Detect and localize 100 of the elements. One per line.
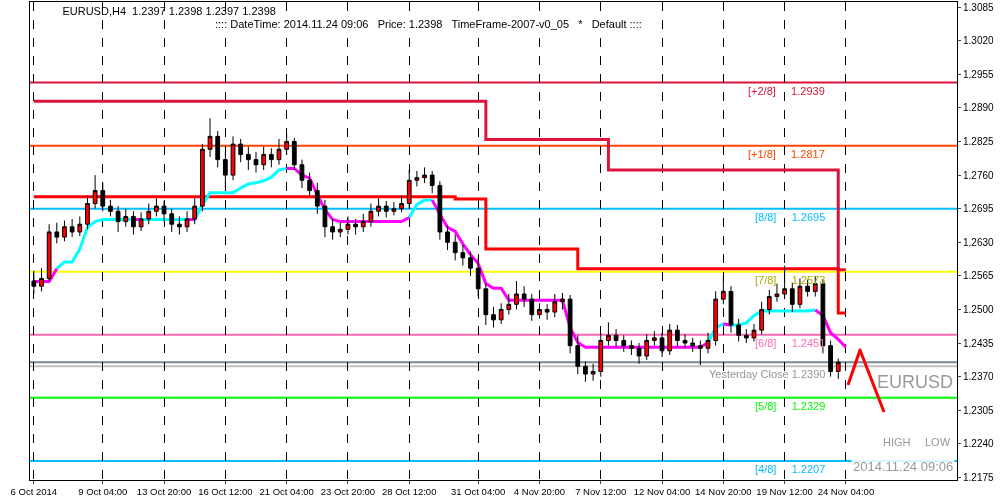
ref-line-label: [+2/8] 1.2939 <box>748 85 825 97</box>
candlestick <box>322 199 328 238</box>
y-tick-label: 1.2305 <box>963 404 995 416</box>
candlestick <box>391 201 397 216</box>
candlestick <box>751 323 757 343</box>
candlestick <box>276 138 282 166</box>
candlestick <box>498 302 504 325</box>
candlestick <box>245 146 251 171</box>
candlestick <box>544 303 550 321</box>
candlestick <box>238 138 244 163</box>
candlestick <box>230 135 236 181</box>
candlestick <box>108 199 113 217</box>
x-tick-label: 16 Oct 12:00 <box>198 486 253 498</box>
candlestick <box>429 170 435 194</box>
candlestick <box>613 328 619 348</box>
x-tick-label: 23 Oct 20:00 <box>320 486 376 498</box>
candlestick <box>835 358 841 380</box>
x-tick-label: 12 Nov 04:00 <box>633 486 691 498</box>
candlestick <box>123 208 129 228</box>
annotation: EURUSD <box>877 372 954 392</box>
candlestick <box>606 321 611 347</box>
candlestick <box>307 172 313 197</box>
candlestick <box>697 339 703 366</box>
candlestick <box>552 293 558 318</box>
candlestick <box>62 220 67 242</box>
candlestick <box>169 208 175 233</box>
annotation: 2014.11.24 09:06 <box>853 459 954 474</box>
x-tick-label: 4 Nov 20:00 <box>513 486 566 498</box>
candlestick <box>713 290 719 347</box>
annotation: LOW <box>925 436 951 448</box>
ref-line-label: [4/8] 1.2207 <box>755 463 826 475</box>
candlestick <box>115 205 121 233</box>
candlestick <box>629 339 634 356</box>
candlestick <box>743 328 749 344</box>
candlestick <box>521 285 527 308</box>
y-tick-label: 1.2890 <box>963 102 995 114</box>
candlestick <box>506 293 512 316</box>
x-tick-label: 9 Oct 04:00 <box>78 486 128 498</box>
y-tick-label: 1.3085 <box>963 1 995 13</box>
candlestick <box>422 166 427 184</box>
candlestick <box>491 306 496 329</box>
x-tick-label: 31 Oct 04:00 <box>450 486 506 498</box>
x-tick-label: 24 Nov 04:00 <box>817 486 875 498</box>
y-tick-label: 1.2760 <box>963 169 995 181</box>
x-tick-label: 28 Oct 12:00 <box>382 486 437 498</box>
candlestick <box>314 182 320 215</box>
candlestick <box>77 215 83 237</box>
x-tick-label: 19 Nov 12:00 <box>756 486 813 498</box>
candlestick <box>537 302 542 320</box>
candlestick <box>667 323 673 356</box>
candlestick <box>644 333 650 361</box>
y-tick-label: 1.2175 <box>963 471 995 483</box>
candlestick <box>146 203 152 225</box>
candlestick <box>736 318 742 343</box>
y-tick-label: 1.2630 <box>963 236 995 248</box>
candlestick <box>452 234 458 261</box>
y-tick-label: 1.2370 <box>963 371 995 383</box>
candlestick <box>774 283 780 303</box>
candlestick <box>414 170 420 187</box>
candlestick <box>828 339 833 378</box>
y-tick-label: 1.2500 <box>963 303 995 315</box>
candlestick <box>468 251 473 277</box>
candlestick <box>483 283 489 326</box>
candlestick <box>621 334 627 353</box>
candlestick <box>131 210 136 236</box>
candlestick <box>299 159 305 189</box>
candlestick <box>353 218 358 236</box>
x-tick-label: 6 Oct 2014 <box>10 486 58 498</box>
x-tick-label: 21 Oct 04:00 <box>259 486 314 498</box>
x-tick-label: 7 Nov 12:00 <box>575 486 627 498</box>
candlestick <box>759 301 765 335</box>
candlestick <box>690 337 696 353</box>
candlestick <box>590 363 596 382</box>
candlestick <box>184 210 190 233</box>
candlestick <box>766 289 772 316</box>
candlestick <box>360 213 366 233</box>
candlestick <box>437 180 443 241</box>
candlestick <box>652 330 657 347</box>
text: :::: DateTime: 2014.11.24 09:06 Price: 1.2398 TimeFrame-2007-v0_05 * Default :::: <box>215 18 642 30</box>
chart-title: EURUSD,H4 1.2397 1.2398 1.2397 1.2398 <box>62 5 276 18</box>
candlestick <box>337 222 343 238</box>
y-tick-label: 1.2695 <box>963 203 995 215</box>
candlestick <box>383 200 389 218</box>
y-tick-label: 1.2435 <box>963 337 995 349</box>
candlestick <box>728 285 734 334</box>
candlestick <box>177 215 182 236</box>
y-tick-label: 1.2240 <box>963 438 995 450</box>
ref-line-label: Yesterday Close 1.2390 <box>709 368 826 380</box>
candlestick <box>268 147 274 168</box>
candlestick <box>583 360 588 383</box>
candlestick <box>138 211 144 232</box>
candlestick <box>567 294 573 354</box>
candlestick <box>514 280 519 310</box>
candlestick <box>636 342 642 365</box>
candlestick <box>674 324 680 348</box>
candlestick <box>782 265 787 300</box>
candlestick <box>682 333 688 349</box>
ref-line-label: [5/8] 1.2329 <box>755 400 826 412</box>
candlestick <box>330 218 335 241</box>
x-tick-label: 14 Nov 20:00 <box>695 486 752 498</box>
